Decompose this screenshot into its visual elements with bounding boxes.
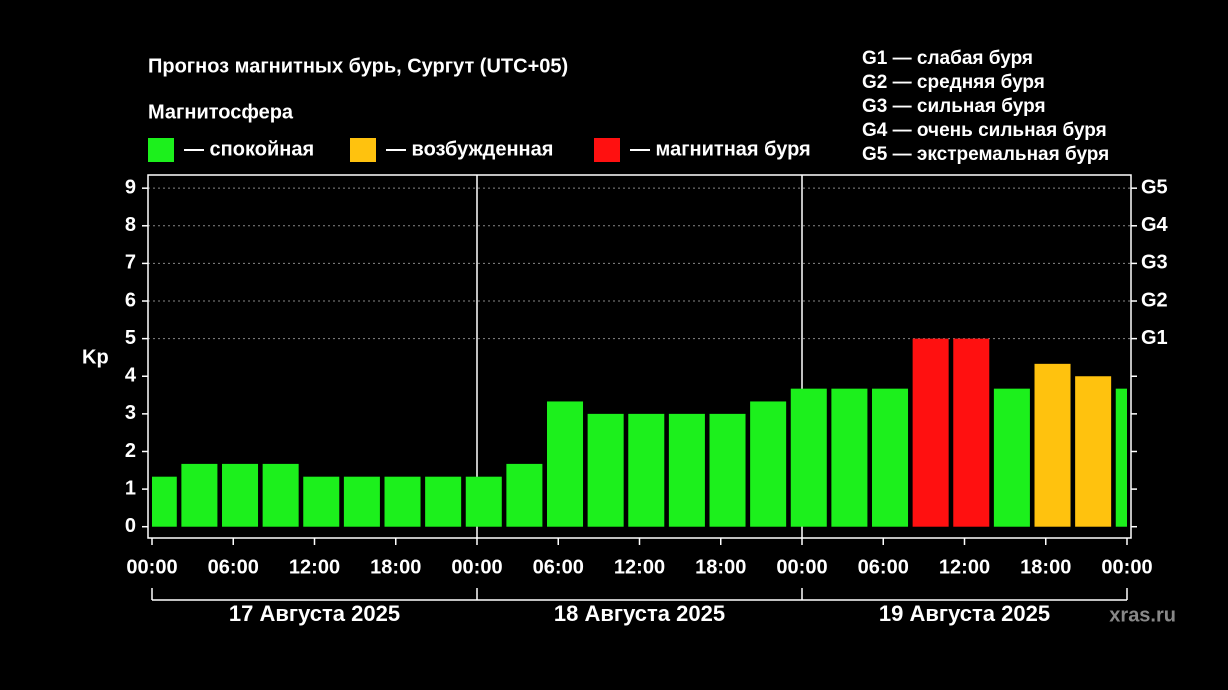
x-tick-label: 00:00 — [451, 556, 502, 578]
y-tick-label: 1 — [125, 477, 136, 499]
storm-level: G2 — средняя буря — [862, 72, 1045, 93]
x-tick-label: 06:00 — [533, 556, 584, 578]
bar — [222, 463, 259, 527]
y-tick-label: 7 — [125, 252, 136, 274]
date-label: 18 Августа 2025 — [554, 601, 725, 626]
watermark: xras.ru — [1109, 604, 1176, 626]
y-tick-label: 2 — [125, 440, 136, 462]
y2-tick-label: G1 — [1141, 327, 1168, 349]
bar — [709, 413, 746, 527]
bar — [587, 413, 624, 527]
date-label: 17 Августа 2025 — [229, 601, 400, 626]
legend-swatch — [350, 138, 376, 162]
bar — [668, 413, 705, 527]
storm-level: G5 — экстремальная буря — [862, 144, 1109, 165]
bar — [343, 476, 380, 527]
bar — [262, 463, 299, 527]
bar — [1075, 376, 1112, 527]
x-tick-label: 12:00 — [939, 556, 990, 578]
y-tick-label: 0 — [125, 515, 136, 537]
storm-level: G1 — слабая буря — [862, 48, 1033, 69]
bar — [181, 463, 218, 527]
y2-tick-label: G4 — [1141, 214, 1169, 236]
x-tick-label: 00:00 — [776, 556, 827, 578]
legend-swatch — [148, 138, 174, 162]
bar — [750, 401, 787, 527]
bar — [872, 388, 909, 527]
bar — [152, 476, 177, 527]
bar — [425, 476, 462, 527]
y-axis-label: Kp — [82, 346, 109, 368]
bar — [1115, 388, 1127, 527]
y-tick-label: 8 — [125, 214, 136, 236]
chart-title: Прогноз магнитных бурь, Сургут (UTC+05) — [148, 55, 568, 77]
x-tick-label: 18:00 — [1020, 556, 1071, 578]
y-tick-label: 5 — [125, 327, 136, 349]
storm-level: G3 — сильная буря — [862, 96, 1046, 117]
legend-label: — возбужденная — [386, 138, 553, 160]
x-tick-label: 12:00 — [614, 556, 665, 578]
bar — [547, 401, 584, 527]
bar — [1034, 363, 1071, 527]
bar — [303, 476, 340, 527]
y-tick-label: 9 — [125, 176, 136, 198]
bar — [993, 388, 1030, 527]
y-tick-label: 6 — [125, 289, 136, 311]
bar — [465, 476, 502, 527]
legend-label: — магнитная буря — [630, 138, 811, 160]
legend-title: Магнитосфера — [148, 101, 294, 123]
x-tick-label: 06:00 — [858, 556, 909, 578]
x-tick-label: 00:00 — [1101, 556, 1152, 578]
x-tick-label: 00:00 — [126, 556, 177, 578]
legend-label: — спокойная — [184, 138, 314, 160]
bar — [790, 388, 827, 527]
storm-level: G4 — очень сильная буря — [862, 120, 1107, 141]
x-tick-label: 18:00 — [695, 556, 746, 578]
bar — [831, 388, 868, 527]
x-tick-label: 06:00 — [208, 556, 259, 578]
bar — [912, 338, 949, 527]
y2-tick-label: G3 — [1141, 252, 1168, 274]
y2-tick-label: G5 — [1141, 176, 1168, 198]
bar — [953, 338, 990, 527]
date-label: 19 Августа 2025 — [879, 601, 1050, 626]
bar — [506, 463, 543, 527]
y2-tick-label: G2 — [1141, 289, 1168, 311]
legend-swatch — [594, 138, 620, 162]
bar — [384, 476, 421, 527]
y-tick-label: 3 — [125, 402, 136, 424]
bar — [628, 413, 665, 527]
x-tick-label: 12:00 — [289, 556, 340, 578]
x-tick-label: 18:00 — [370, 556, 421, 578]
y-tick-label: 4 — [125, 365, 137, 387]
bars — [152, 338, 1127, 527]
